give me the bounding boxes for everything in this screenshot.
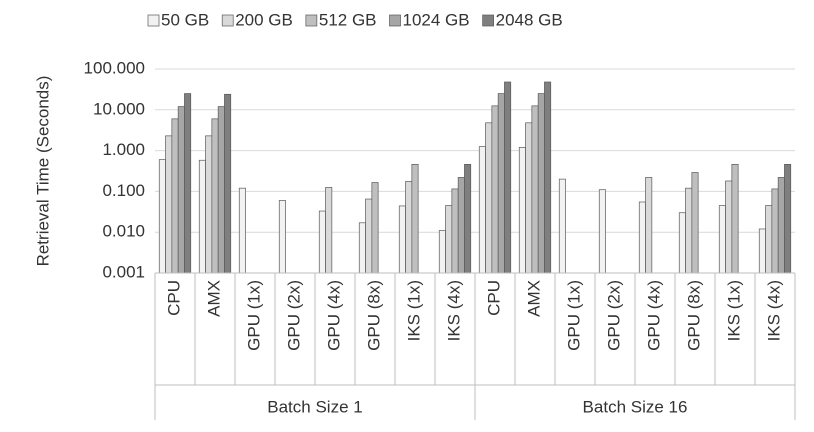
y-tick-label: 100.000 [84, 58, 145, 77]
bar [771, 188, 779, 274]
legend-swatch [221, 14, 234, 27]
y-tick-label: 0.010 [102, 222, 145, 241]
bar [171, 118, 179, 274]
group-label: Batch Size 1 [267, 397, 362, 416]
x-tick-label: IKS (4x) [444, 280, 463, 341]
legend-swatch [482, 14, 494, 27]
x-tick-label: GPU (2x) [604, 280, 623, 351]
x-tick-label: GPU (1x) [564, 280, 583, 351]
legend-swatch [147, 14, 160, 27]
x-tick-label: IKS (4x) [764, 280, 783, 341]
legend-label: 512 GB [319, 10, 377, 29]
group-label: Batch Size 16 [583, 397, 688, 416]
legend-label: 2048 GB [496, 10, 563, 29]
bar [457, 177, 465, 274]
bar [325, 187, 333, 274]
legend-swatch [305, 14, 318, 27]
bar [464, 164, 472, 274]
x-tick-label: GPU (4x) [644, 280, 663, 351]
bar [544, 81, 552, 274]
bar [438, 230, 446, 274]
bar [238, 187, 246, 274]
bar [365, 198, 373, 274]
x-tick-label: AMX [204, 280, 223, 317]
legend-label: 200 GB [235, 10, 293, 29]
bar [537, 93, 545, 274]
bar [777, 177, 785, 274]
bar [491, 105, 499, 274]
bar [531, 105, 539, 274]
bar [371, 182, 379, 274]
bar [478, 146, 486, 274]
x-tick-label: GPU (4x) [324, 280, 343, 351]
x-tick-label: GPU (2x) [284, 280, 303, 351]
bar [445, 205, 453, 274]
bar [278, 200, 286, 274]
bar [758, 228, 766, 274]
y-tick-label: 1.000 [102, 140, 145, 159]
bar [211, 118, 219, 274]
bar [765, 205, 773, 274]
bar [691, 172, 699, 274]
x-tick-label: IKS (1x) [404, 280, 423, 341]
bar [158, 159, 166, 274]
bar [184, 93, 192, 274]
legend-swatch [389, 14, 401, 27]
x-tick-label: IKS (1x) [724, 280, 743, 341]
bar [205, 135, 213, 274]
bar [224, 93, 232, 274]
x-tick-label: GPU (8x) [684, 280, 703, 351]
bar [504, 81, 512, 274]
y-tick-label: 0.100 [102, 181, 145, 200]
bar [718, 205, 726, 274]
bar [525, 122, 533, 274]
bar [784, 164, 792, 274]
x-tick-label: GPU (1x) [244, 280, 263, 351]
bar [558, 178, 566, 274]
bar [485, 122, 493, 274]
x-tick-label: GPU (8x) [364, 280, 383, 351]
bar [177, 106, 185, 274]
bar [645, 177, 653, 274]
bar [451, 188, 459, 274]
bar [405, 181, 413, 274]
bar [685, 187, 693, 274]
y-tick-label: 0.001 [102, 262, 145, 281]
bar [638, 201, 646, 274]
bar [217, 106, 225, 274]
bar [318, 210, 326, 274]
legend-label: 50 GB [161, 10, 209, 29]
bar [598, 189, 606, 274]
bar [198, 159, 206, 274]
y-tick-label: 10.000 [93, 99, 145, 118]
bar [678, 212, 686, 274]
bar [725, 180, 733, 274]
x-tick-label: CPU [484, 280, 503, 316]
y-axis-label: Retrieval Time (Seconds) [33, 76, 52, 267]
bar [358, 222, 366, 274]
legend-label: 1024 GB [403, 10, 470, 29]
bar [518, 147, 526, 274]
bar [398, 205, 406, 274]
bar [165, 135, 173, 274]
x-tick-label: CPU [164, 280, 183, 316]
x-tick-label: AMX [524, 280, 543, 317]
bar [497, 93, 505, 274]
bar [411, 164, 419, 274]
bar [731, 164, 739, 274]
